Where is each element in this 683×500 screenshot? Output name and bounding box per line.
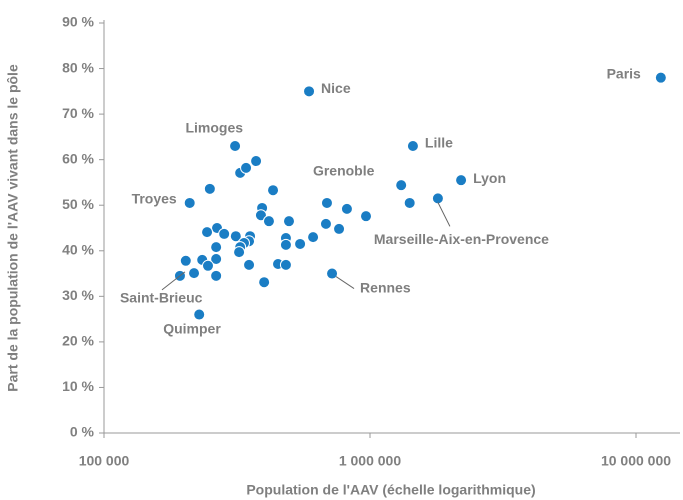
point bbox=[406, 140, 419, 152]
point bbox=[203, 182, 216, 195]
y-tick-label: 80 % bbox=[62, 59, 94, 75]
point-label: Limoges bbox=[185, 120, 243, 136]
x-axis-title: Population de l'AAV (échelle logarithmiq… bbox=[246, 482, 535, 498]
point-label: Quimper bbox=[163, 320, 221, 336]
point bbox=[307, 231, 320, 244]
y-tick-label: 70 % bbox=[62, 105, 94, 121]
point bbox=[282, 215, 295, 228]
point bbox=[333, 222, 346, 235]
y-tick-label: 0 % bbox=[70, 424, 95, 440]
x-tick-label: 100 000 bbox=[79, 453, 130, 469]
point bbox=[240, 161, 253, 174]
point bbox=[267, 184, 280, 197]
y-tick-label: 40 % bbox=[62, 241, 94, 257]
point bbox=[179, 254, 192, 267]
point bbox=[254, 209, 267, 222]
point bbox=[229, 140, 242, 152]
leader-line bbox=[437, 202, 451, 227]
point bbox=[233, 246, 246, 259]
point bbox=[258, 276, 271, 289]
leader-line bbox=[335, 276, 355, 289]
point-label: Paris bbox=[607, 65, 641, 81]
point bbox=[654, 71, 667, 84]
point bbox=[320, 196, 333, 209]
point-label: Lille bbox=[425, 135, 453, 151]
point bbox=[243, 258, 256, 271]
y-axis-title: Part de la population de l'AAV vivant da… bbox=[5, 64, 21, 392]
leader-line bbox=[161, 271, 186, 291]
point-label: Marseille-Aix-en-Provence bbox=[374, 231, 549, 247]
point bbox=[319, 217, 332, 230]
point bbox=[279, 258, 292, 271]
point bbox=[340, 202, 353, 215]
y-tick-label: 10 % bbox=[62, 378, 94, 394]
point bbox=[279, 238, 292, 251]
point bbox=[431, 192, 444, 205]
point bbox=[201, 259, 214, 272]
point bbox=[210, 241, 223, 254]
y-tick-label: 60 % bbox=[62, 150, 94, 166]
y-tick-label: 90 % bbox=[62, 14, 94, 30]
x-tick-label: 10 000 000 bbox=[601, 453, 671, 469]
point bbox=[218, 227, 231, 240]
point bbox=[303, 85, 316, 98]
point-label: Troyes bbox=[132, 191, 177, 207]
point bbox=[294, 237, 307, 250]
point bbox=[210, 269, 223, 282]
point bbox=[193, 308, 206, 321]
x-tick-label: 1 000 000 bbox=[339, 453, 401, 469]
point-label: Lyon bbox=[473, 170, 506, 186]
point bbox=[403, 196, 416, 209]
point bbox=[201, 226, 214, 239]
y-tick-label: 30 % bbox=[62, 287, 94, 303]
point-label: Rennes bbox=[360, 279, 411, 295]
y-tick-label: 20 % bbox=[62, 333, 94, 349]
point bbox=[262, 215, 275, 228]
point bbox=[455, 174, 468, 187]
point bbox=[360, 210, 373, 223]
point-label: Grenoble bbox=[313, 163, 375, 179]
point-label: Saint-Brieuc bbox=[120, 290, 203, 306]
point bbox=[183, 196, 196, 209]
y-tick-label: 50 % bbox=[62, 196, 94, 212]
point bbox=[229, 230, 242, 243]
point bbox=[395, 179, 408, 192]
point bbox=[326, 267, 339, 280]
point-label: Nice bbox=[321, 80, 351, 96]
point bbox=[210, 252, 223, 265]
point bbox=[250, 155, 263, 168]
point bbox=[188, 267, 201, 280]
